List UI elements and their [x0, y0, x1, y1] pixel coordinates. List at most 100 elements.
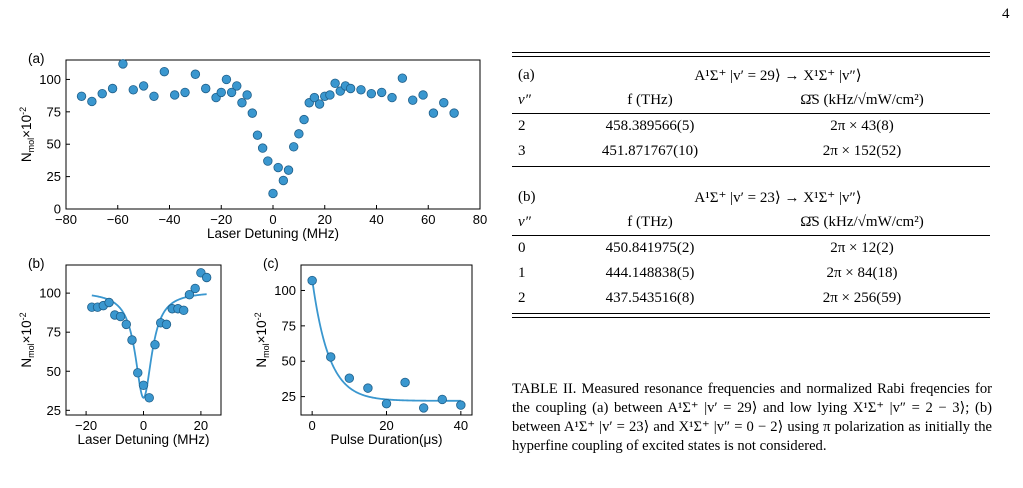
data-point — [344, 373, 355, 383]
table-row: 2 458.389566(5) 2π × 43(8) — [512, 114, 990, 139]
x-tick-label: 20 — [194, 418, 208, 433]
table-top-rule — [512, 52, 990, 57]
data-point — [138, 380, 149, 391]
data-point — [387, 92, 397, 103]
cell-omega: 2π × 84(18) — [826, 265, 898, 281]
x-tick-label: 60 — [421, 212, 435, 227]
data-point — [169, 90, 180, 100]
data-point — [107, 83, 118, 94]
data-point — [376, 87, 387, 98]
x-tick-label: 0 — [309, 418, 316, 433]
panel-label: (b) — [28, 256, 45, 271]
figure: −80 −60 −40 −20 0 20 40 60 80 0 25 50 75 100 Laser Det… — [18, 51, 487, 447]
data-point — [278, 175, 289, 186]
data-point — [307, 275, 317, 286]
data-point — [76, 91, 87, 101]
data-point — [201, 272, 212, 283]
data-point — [363, 383, 373, 393]
data-point — [104, 297, 114, 308]
cell-f: 451.871767(10) — [601, 143, 699, 159]
table-row: 2 437.543516(8) 2π × 256(59) — [512, 286, 990, 311]
data-point — [247, 108, 258, 118]
data-point — [437, 394, 447, 405]
x-tick-label: 20 — [379, 418, 393, 433]
cell-v: 2 — [518, 118, 526, 134]
header-v: v″ — [518, 92, 531, 108]
table-row: 3 451.871767(10) 2π × 152(52) — [512, 139, 990, 164]
data-point — [144, 393, 154, 403]
data-point — [314, 99, 325, 109]
panel-a-chart: −80 −60 −40 −20 0 20 40 60 80 0 25 50 75 100 Laser Det… — [18, 51, 487, 241]
section-b-header-row: v″ f (THz) Ω̄S (kHz/√mW/cm²) — [512, 210, 990, 235]
section-b-header-rule — [512, 235, 990, 236]
data-point — [201, 83, 211, 94]
data-point — [289, 142, 299, 152]
data-point — [428, 108, 439, 118]
data-point — [115, 311, 126, 322]
data-point — [237, 98, 247, 108]
x-tick-label: −40 — [158, 212, 180, 227]
y-tick-label: 25 — [47, 403, 61, 418]
data-point — [283, 165, 294, 175]
cell-v: 2 — [518, 290, 526, 306]
panel-label: (a) — [28, 51, 45, 66]
section-a-header-rule — [512, 113, 990, 114]
data-point — [221, 74, 232, 85]
cell-v: 3 — [518, 143, 526, 159]
data-point — [330, 78, 340, 89]
header-f: f (THz) — [627, 92, 673, 108]
data-point — [232, 81, 242, 91]
data-point — [294, 129, 304, 139]
section-a-header-row: v″ f (THz) Ω̄S (kHz/√mW/cm²) — [512, 88, 990, 113]
table-caption: TABLE II. Measured resonance frequencies… — [512, 381, 992, 454]
y-tick-label: 25 — [282, 389, 296, 404]
table-row: 0 450.841975(2) 2π × 12(2) — [512, 236, 990, 261]
y-tick-label: 75 — [47, 325, 61, 340]
data-point — [263, 156, 273, 166]
data-point — [381, 398, 392, 409]
y-axis-label: Nmol×10-2 — [253, 312, 271, 367]
table-bottom-rule — [512, 313, 990, 318]
data-point — [325, 90, 335, 100]
x-axis-label: Pulse Duration(μs) — [330, 432, 442, 447]
x-tick-label: −20 — [75, 418, 97, 433]
cell-f: 444.148838(5) — [605, 265, 695, 281]
data-point — [299, 114, 309, 125]
data-point — [87, 96, 97, 107]
data-point — [273, 162, 283, 173]
y-axis-label: Nmol×10-2 — [18, 312, 36, 367]
y-tick-label: 50 — [47, 364, 61, 379]
y-tick-label: 0 — [54, 202, 61, 217]
plot-frame — [65, 59, 481, 210]
data-point — [180, 87, 190, 98]
data-point — [127, 335, 137, 345]
data-point — [161, 319, 172, 330]
data-point — [356, 85, 366, 95]
x-tick-label: −80 — [55, 212, 77, 227]
data-point — [257, 143, 268, 153]
x-tick-label: −20 — [210, 212, 232, 227]
page-number: 4 — [1002, 6, 1010, 22]
section-a-label: (a) — [518, 67, 535, 83]
cell-omega: 2π × 12(2) — [830, 240, 894, 256]
cell-f: 437.543516(8) — [605, 290, 695, 306]
panel-b-chart: −20 0 20 25 50 75 100 Laser Detuning (MHz) Nmol×… — [18, 256, 222, 447]
x-tick-label: 80 — [473, 212, 487, 227]
x-tick-label: −60 — [107, 212, 129, 227]
data-point — [159, 66, 170, 77]
data-point — [138, 81, 149, 91]
data-point — [439, 98, 449, 108]
section-a-bottom-rule — [512, 166, 990, 167]
y-tick-label: 100 — [274, 283, 296, 298]
header-f: f (THz) — [627, 214, 673, 230]
header-v: v″ — [518, 214, 531, 230]
data-point — [326, 352, 336, 362]
header-omega: Ω̄S (kHz/√mW/cm²) — [800, 92, 924, 108]
cell-f: 450.841975(2) — [605, 240, 695, 256]
data-point — [309, 92, 320, 103]
data-point — [226, 87, 237, 98]
x-axis-label: Laser Detuning (MHz) — [207, 226, 339, 241]
cell-v: 0 — [518, 240, 526, 256]
x-tick-label: 0 — [269, 212, 276, 227]
data-point — [190, 69, 201, 79]
